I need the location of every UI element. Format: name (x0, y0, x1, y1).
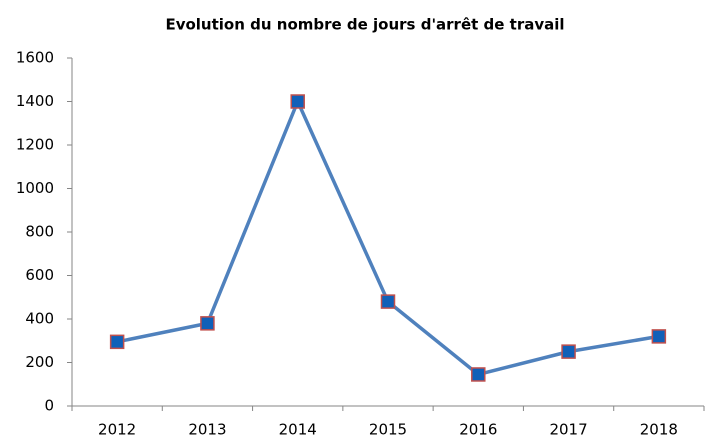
marker (380, 294, 396, 309)
y-tick-label: 800 (25, 223, 54, 241)
y-tick-label: 1600 (16, 49, 54, 67)
x-tick-label: 2014 (279, 421, 317, 436)
series-line (116, 99, 660, 377)
y-tick-label: 400 (25, 310, 54, 328)
marker (200, 316, 215, 331)
marker (471, 367, 486, 382)
y-tick-label: 1400 (16, 92, 54, 110)
x-tick-label: 2016 (459, 421, 497, 436)
marker (651, 329, 667, 344)
y-tick-label: 1200 (16, 136, 54, 154)
y-tick-label: 0 (44, 397, 54, 415)
marker (290, 94, 305, 109)
marker (561, 344, 576, 359)
y-tick-label: 1000 (16, 179, 54, 197)
x-tick-label: 2012 (98, 421, 136, 436)
chart-title: Evolution du nombre de jours d'arrêt de … (165, 16, 564, 34)
x-tick-label: 2015 (369, 421, 407, 436)
x-tick-label: 2013 (188, 421, 226, 436)
y-tick-label: 600 (25, 266, 54, 284)
x-tick-label: 2018 (640, 421, 678, 436)
x-tick-label: 2017 (549, 421, 587, 436)
marker (109, 334, 125, 350)
y-tick-label: 200 (25, 353, 54, 371)
